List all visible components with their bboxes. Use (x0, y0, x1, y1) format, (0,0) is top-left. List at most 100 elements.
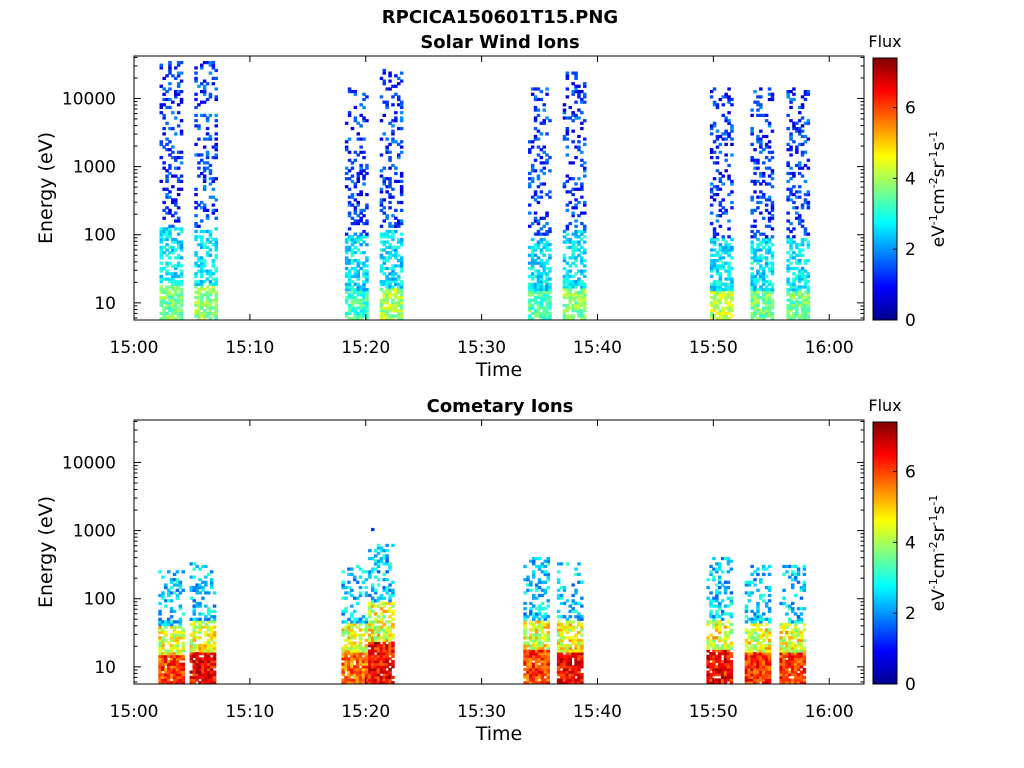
heatmap-cell (373, 670, 378, 674)
heatmap-cell (171, 282, 175, 286)
heatmap-cell (709, 591, 713, 595)
heatmap-cell (350, 612, 354, 616)
heatmap-cell (715, 156, 720, 160)
heatmap-cell (786, 237, 790, 242)
heatmap-cell (162, 311, 166, 315)
heatmap-cell (565, 129, 570, 133)
heatmap-cell (753, 158, 757, 162)
heatmap-cell (202, 243, 207, 247)
heatmap-cell (214, 145, 218, 149)
heatmap-cell (341, 583, 345, 587)
heatmap-cell (750, 659, 754, 664)
heatmap-cell (795, 243, 799, 247)
heatmap-cell (571, 274, 575, 278)
heatmap-cell (709, 609, 713, 613)
heatmap-cell (530, 272, 535, 276)
heatmap-cell (789, 166, 793, 170)
heatmap-cell (753, 675, 757, 679)
heatmap-cell (545, 193, 549, 197)
heatmap-cell (530, 311, 535, 315)
heatmap-cell (399, 290, 404, 294)
heatmap-cell (803, 140, 808, 144)
heatmap-cell (546, 644, 550, 648)
heatmap-cell (362, 105, 366, 110)
heatmap-cell (709, 124, 714, 128)
heatmap-cell (796, 628, 801, 632)
heatmap-cell (789, 309, 793, 313)
heatmap-cell (356, 137, 360, 141)
heatmap-cell (159, 266, 163, 271)
heatmap-cell (565, 654, 570, 658)
heatmap-cell (709, 599, 713, 603)
heatmap-cell (397, 153, 401, 157)
heatmap-cell (365, 288, 369, 292)
heatmap-cell (379, 654, 384, 658)
heatmap-cell (565, 87, 570, 91)
heatmap-cell (197, 84, 201, 88)
heatmap-cell (194, 280, 198, 284)
heatmap-cell (796, 630, 801, 635)
heatmap-cell (580, 288, 584, 292)
heatmap-cell (533, 158, 538, 162)
heatmap-cell (529, 652, 533, 656)
heatmap-cell (718, 586, 722, 590)
heatmap-cell (720, 612, 725, 616)
heatmap-cell (770, 171, 775, 176)
heatmap-cell (788, 623, 792, 627)
heatmap-cell (174, 274, 178, 278)
heatmap-cell (545, 211, 549, 215)
heatmap-cell (181, 641, 185, 645)
heatmap-cell (759, 665, 763, 669)
heatmap-cell (382, 678, 386, 682)
heatmap-cell (376, 633, 381, 637)
heatmap-cell (534, 659, 539, 664)
heatmap-cell (789, 97, 793, 102)
heatmap-cell (200, 63, 204, 67)
heatmap-cell (379, 269, 384, 273)
heatmap-cell (350, 620, 354, 624)
heatmap-cell (747, 654, 751, 658)
heatmap-cell (709, 95, 714, 99)
heatmap-cell (385, 652, 389, 656)
heatmap-cell (533, 211, 538, 215)
heatmap-cell (212, 646, 217, 650)
heatmap-cell (789, 134, 793, 139)
heatmap-cell (756, 298, 760, 302)
heatmap-cell (533, 290, 538, 294)
heatmap-cell (574, 182, 578, 186)
heatmap-cell (344, 261, 349, 265)
heatmap-cell (750, 675, 754, 679)
heatmap-cell (536, 129, 541, 133)
heatmap-cell (540, 652, 545, 656)
heatmap-cell (207, 665, 211, 669)
y-tick-label: 100 (84, 590, 116, 610)
heatmap-cell (764, 675, 769, 679)
heatmap-cell (376, 570, 381, 574)
heatmap-cell (793, 620, 798, 624)
heatmap-cell (532, 657, 536, 661)
heatmap-cell (577, 295, 581, 300)
heatmap-cell (756, 657, 760, 661)
heatmap-cell (712, 235, 717, 239)
heatmap-cell (583, 82, 587, 86)
heatmap-cell (718, 266, 723, 271)
heatmap-cell (205, 137, 210, 141)
heatmap-cell (175, 665, 180, 669)
heatmap-cell (577, 630, 581, 635)
heatmap-cell (355, 659, 360, 664)
heatmap-cell (803, 193, 808, 197)
heatmap-cell (750, 142, 754, 146)
heatmap-cell (574, 259, 578, 263)
heatmap-cell (353, 208, 358, 212)
heatmap-cell (574, 633, 578, 637)
heatmap-cell (744, 583, 749, 587)
heatmap-cell (356, 237, 360, 242)
heatmap-cell (795, 274, 799, 278)
heatmap-cell (786, 240, 790, 244)
heatmap-cell (556, 630, 561, 635)
heatmap-cell (379, 649, 384, 653)
heatmap-cell (172, 652, 177, 656)
heatmap-cell (796, 641, 801, 645)
heatmap-cell (344, 251, 349, 255)
heatmap-cell (718, 578, 722, 582)
